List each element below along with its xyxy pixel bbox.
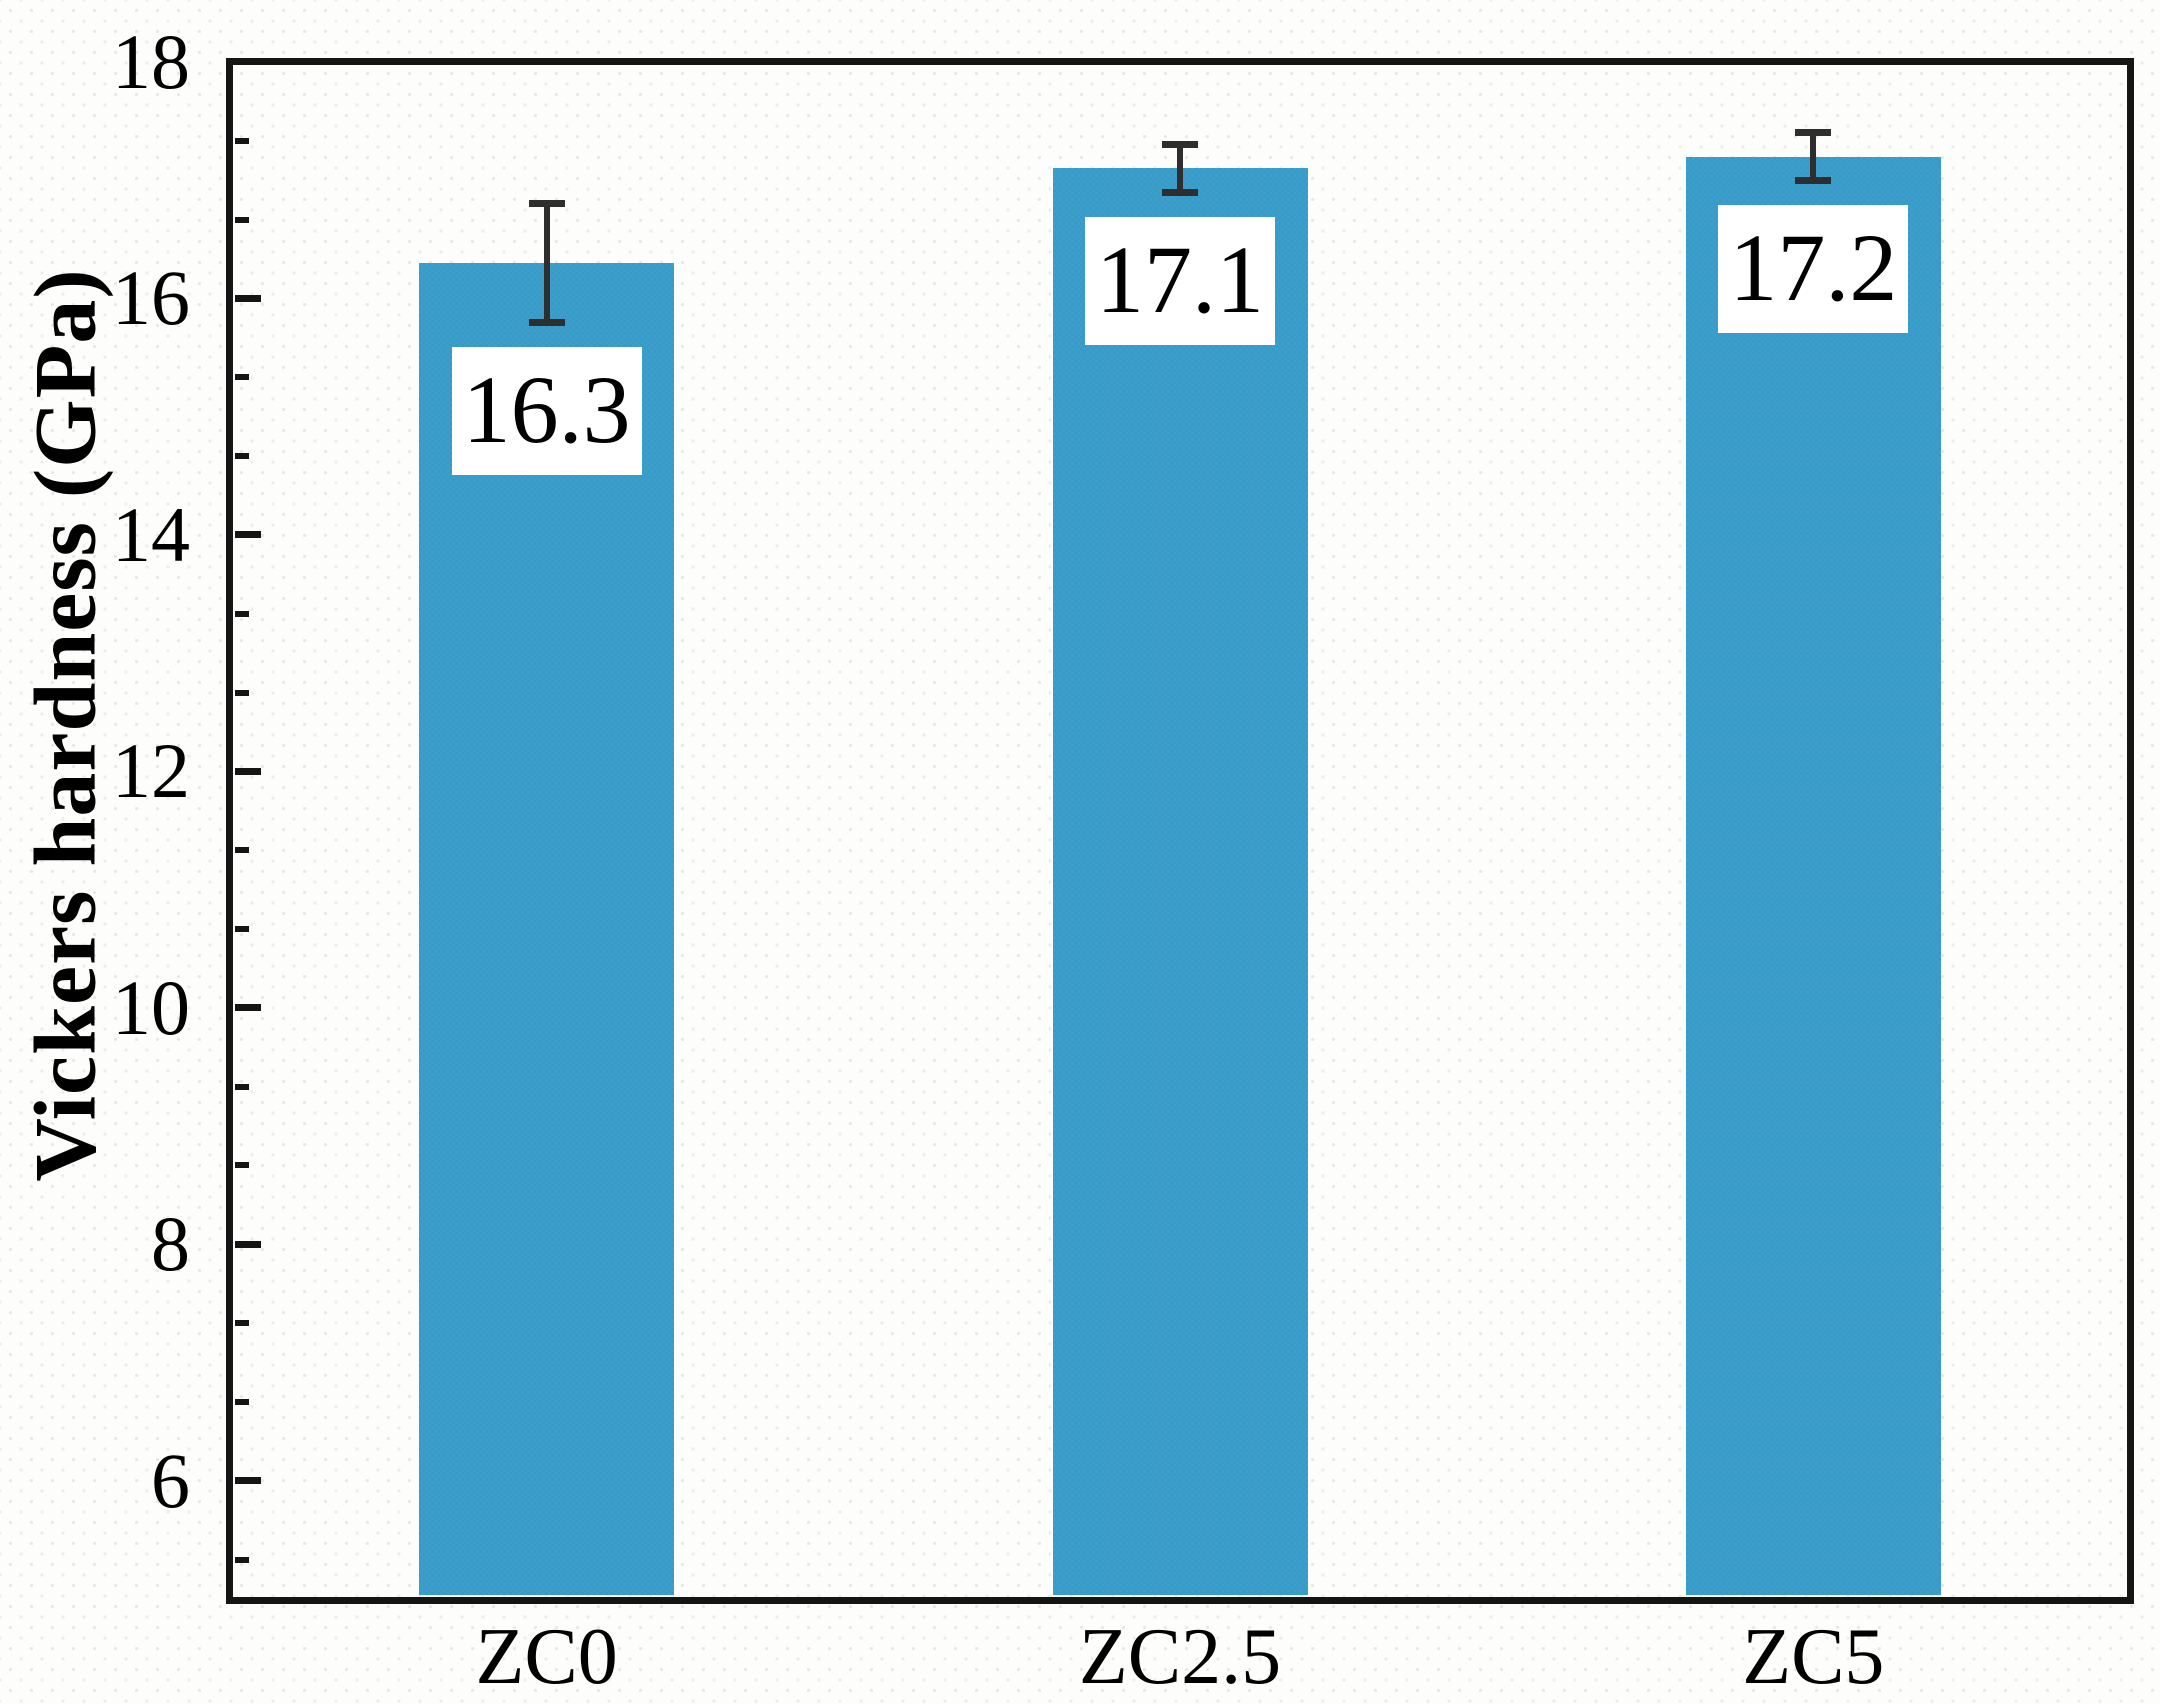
error-bar (1810, 132, 1817, 181)
error-bar-cap-top (528, 200, 565, 208)
error-bar-cap-top (1162, 141, 1198, 149)
bar-value-label: 17.1 (1085, 217, 1275, 346)
y-tick-label: 10 (112, 963, 190, 1051)
y-tick-label: 18 (112, 18, 190, 105)
y-minor-tick (235, 1162, 249, 1169)
y-minor-tick (235, 610, 249, 617)
y-tick-label: 14 (112, 490, 190, 578)
y-minor-tick (235, 1083, 249, 1090)
y-tick-label: 8 (151, 1200, 190, 1288)
y-major-tick (235, 1240, 261, 1248)
error-bar-cap-bottom (1795, 176, 1832, 184)
bar (1685, 156, 1941, 1595)
bar-value-label: 17.2 (1718, 205, 1909, 334)
y-tick-label: 12 (112, 727, 190, 815)
error-bar (1177, 144, 1183, 193)
y-minor-tick (235, 847, 249, 854)
y-minor-tick (235, 926, 249, 933)
plot-frame (226, 58, 2134, 1604)
y-major-tick (235, 1004, 261, 1012)
y-major-tick (235, 767, 261, 775)
error-bar (543, 203, 550, 323)
bar (1052, 168, 1308, 1595)
y-minor-tick (235, 689, 249, 696)
error-bar-cap-top (1795, 129, 1832, 137)
bar (419, 262, 675, 1595)
y-minor-tick (235, 453, 249, 460)
error-bar-cap-bottom (528, 318, 565, 326)
x-tick-label: ZC0 (475, 1613, 618, 1701)
y-major-tick (235, 531, 261, 539)
y-minor-tick (235, 216, 249, 223)
y-minor-tick (235, 1556, 249, 1563)
y-minor-tick (235, 1398, 249, 1405)
x-tick-label: ZC2.5 (1078, 1613, 1282, 1701)
y-tick-label: 16 (112, 254, 190, 342)
x-tick-label: ZC5 (1742, 1613, 1885, 1701)
bar-value-label: 16.3 (451, 347, 642, 476)
y-major-tick (235, 1477, 261, 1485)
y-minor-tick (235, 137, 249, 144)
y-major-tick (235, 294, 261, 302)
error-bar-cap-bottom (1162, 188, 1198, 196)
y-minor-tick (235, 1320, 249, 1327)
y-minor-tick (235, 374, 249, 381)
y-tick-label: 6 (151, 1436, 190, 1524)
